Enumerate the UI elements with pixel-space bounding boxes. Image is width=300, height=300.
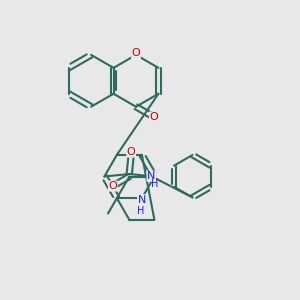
Text: H: H — [151, 179, 158, 190]
Text: O: O — [149, 112, 158, 122]
Text: H: H — [137, 206, 144, 215]
Text: N: N — [138, 195, 146, 205]
Text: O: O — [127, 147, 136, 157]
Text: N: N — [147, 171, 155, 181]
Text: O: O — [108, 181, 117, 191]
Text: O: O — [132, 48, 140, 59]
